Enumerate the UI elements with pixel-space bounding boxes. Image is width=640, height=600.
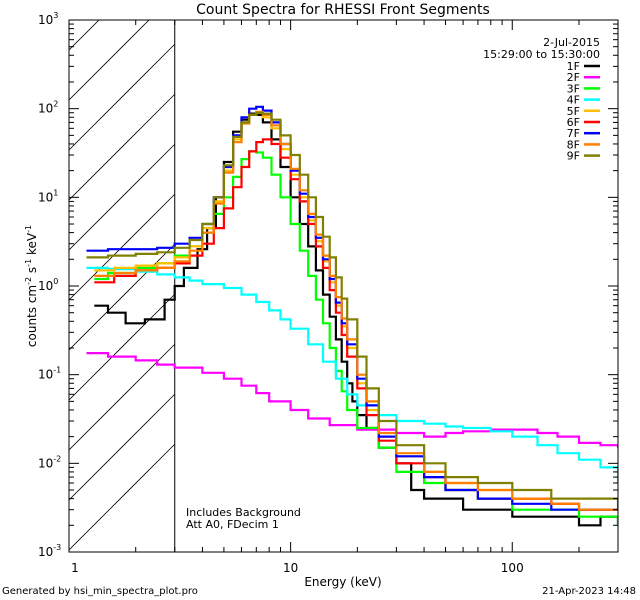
hatch-line	[69, 20, 100, 51]
x-axis-label: Energy (keV)	[304, 575, 381, 589]
y-tick-exponent: 1	[53, 188, 58, 197]
legend-label-2F: 2F	[567, 71, 580, 84]
y-tick-base: 10	[38, 456, 53, 470]
series-line-4F	[86, 266, 618, 483]
x-tick-label: 10	[283, 561, 298, 575]
y-tick-exponent: -3	[53, 543, 61, 552]
date-label: 2-Jul-2015	[543, 36, 600, 49]
hatch-line	[69, 193, 176, 301]
y-tick-exponent: 0	[53, 277, 58, 286]
y-label-part-1: counts cm	[25, 285, 39, 347]
hatch-line	[69, 93, 176, 201]
x-tick-label: 1	[71, 561, 79, 575]
y-tick-label: 101	[38, 188, 58, 204]
legend-label-6F: 6F	[567, 116, 580, 129]
y-tick-base: 10	[38, 279, 53, 293]
legend-label-3F: 3F	[567, 82, 580, 95]
hatch-line	[69, 143, 176, 251]
y-label-exp-2: -1	[24, 259, 33, 267]
y-axis-label: counts cm-2 s-1 keV-1	[24, 225, 39, 347]
y-tick-label: 103	[38, 11, 58, 27]
hatch-line	[69, 43, 176, 151]
y-tick-exponent: -1	[53, 366, 61, 375]
y-label-part-3: keV	[25, 232, 39, 259]
annotation-background: Includes Background	[186, 506, 301, 519]
y-tick-exponent: 3	[53, 11, 58, 20]
legend-label-7F: 7F	[567, 127, 580, 140]
legend-label-8F: 8F	[567, 138, 580, 151]
legend-label-9F: 9F	[567, 150, 580, 163]
y-label-exp-3: -1	[24, 225, 33, 233]
y-label-exp-1: -2	[24, 277, 33, 285]
y-tick-exponent: -2	[53, 454, 61, 463]
hatch-line	[69, 243, 176, 351]
y-tick-label: 102	[38, 100, 58, 116]
y-tick-base: 10	[38, 13, 53, 27]
series-line-1F	[94, 112, 618, 527]
y-tick-base: 10	[38, 102, 53, 116]
legend-label-5F: 5F	[567, 105, 580, 118]
y-tick-label: 10-1	[38, 366, 61, 382]
time-range-label: 15:29:00 to 15:30:00	[483, 48, 600, 61]
y-tick-label: 100	[38, 277, 58, 293]
y-tick-label: 10-3	[38, 543, 61, 559]
y-tick-exponent: 2	[53, 100, 58, 109]
legend-label-4F: 4F	[567, 94, 580, 107]
annotation-attenuator: Att A0, FDecim 1	[186, 518, 279, 531]
footer-timestamp: 21-Apr-2023 14:48	[542, 586, 636, 597]
chart-title: Count Spectra for RHESSI Front Segments	[196, 2, 490, 18]
hatch-line	[69, 293, 176, 401]
hatch-line	[69, 393, 176, 501]
series-line-9F	[86, 111, 618, 510]
hatch-line	[69, 20, 150, 101]
x-tick-label: 100	[501, 561, 524, 575]
axis-ticks	[68, 19, 619, 553]
y-tick-base: 10	[38, 190, 53, 204]
legend-label-1F: 1F	[567, 60, 580, 73]
y-tick-label: 10-2	[38, 454, 61, 470]
series-line-2F	[86, 352, 618, 448]
y-label-part-2: s	[25, 267, 39, 277]
footer-generated-by: Generated by hsi_min_spectra_plot.pro	[2, 586, 198, 597]
y-tick-base: 10	[38, 368, 53, 382]
y-tick-base: 10	[38, 545, 53, 559]
series-lines	[86, 105, 618, 527]
hatch-line	[69, 443, 176, 551]
